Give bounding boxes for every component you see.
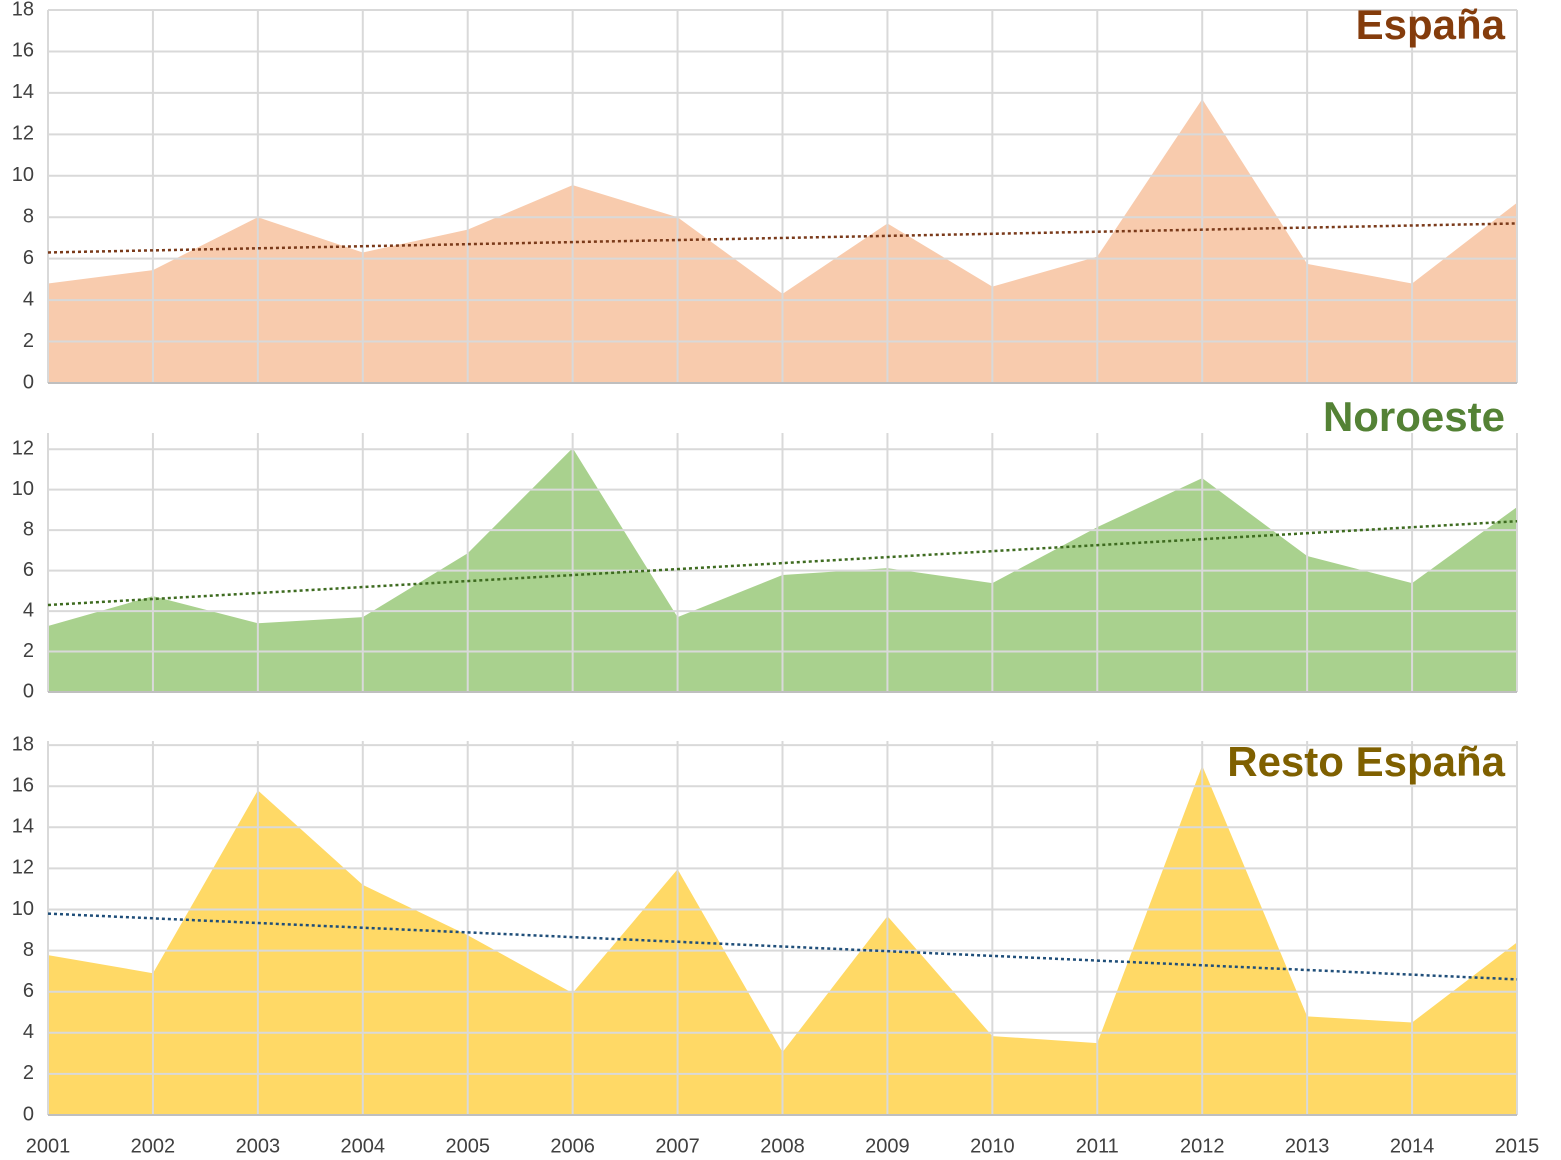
y-tick-label: 4 bbox=[23, 599, 34, 621]
trendline bbox=[47, 912, 1518, 981]
y-tick-label: 18 bbox=[12, 733, 34, 755]
x-tick-label: 2007 bbox=[655, 1135, 700, 1157]
x-tick-label: 2010 bbox=[970, 1135, 1015, 1157]
x-tick-label: 2001 bbox=[26, 1135, 71, 1157]
y-tick-label: 2 bbox=[23, 330, 34, 352]
y-tick-label: 8 bbox=[23, 939, 34, 961]
x-tick-label: 2015 bbox=[1495, 1135, 1540, 1157]
x-tick-label: 2004 bbox=[341, 1135, 386, 1157]
y-tick-label: 12 bbox=[12, 123, 34, 145]
x-tick-label: 2005 bbox=[445, 1135, 490, 1157]
trendline bbox=[47, 222, 1518, 254]
area bbox=[48, 448, 1517, 692]
chart-title: Noroeste bbox=[1323, 393, 1505, 440]
y-tick-label: 4 bbox=[23, 1021, 34, 1043]
y-tick-label: 2 bbox=[23, 1062, 34, 1084]
x-tick-label: 2009 bbox=[865, 1135, 910, 1157]
area bbox=[48, 99, 1517, 383]
y-tick-label: 10 bbox=[12, 164, 34, 186]
y-tick-label: 10 bbox=[12, 478, 34, 500]
trendline bbox=[47, 519, 1518, 607]
y-tick-label: 14 bbox=[12, 81, 34, 103]
area bbox=[48, 765, 1517, 1115]
y-tick-label: 16 bbox=[12, 774, 34, 796]
y-tick-label: 12 bbox=[12, 437, 34, 459]
y-tick-label: 4 bbox=[23, 288, 34, 310]
y-tick-label: 8 bbox=[23, 206, 34, 228]
x-tick-label: 2006 bbox=[550, 1135, 595, 1157]
x-tick-label: 2008 bbox=[760, 1135, 805, 1157]
x-tick-label: 2013 bbox=[1285, 1135, 1330, 1157]
y-tick-label: 10 bbox=[12, 898, 34, 920]
y-tick-label: 0 bbox=[23, 680, 34, 702]
y-tick-label: 8 bbox=[23, 518, 34, 540]
x-tick-label: 2012 bbox=[1180, 1135, 1225, 1157]
y-tick-label: 6 bbox=[23, 247, 34, 269]
y-tick-label: 2 bbox=[23, 640, 34, 662]
x-tick-label: 2002 bbox=[131, 1135, 176, 1157]
y-tick-label: 18 bbox=[12, 0, 34, 20]
y-tick-label: 0 bbox=[23, 371, 34, 393]
chart-title: Resto España bbox=[1227, 738, 1505, 785]
y-tick-label: 12 bbox=[12, 857, 34, 879]
chart-title: España bbox=[1356, 1, 1506, 48]
y-tick-label: 16 bbox=[12, 40, 34, 62]
x-tick-label: 2003 bbox=[236, 1135, 281, 1157]
y-tick-label: 0 bbox=[23, 1103, 34, 1125]
y-tick-label: 6 bbox=[23, 980, 34, 1002]
x-tick-label: 2014 bbox=[1390, 1135, 1435, 1157]
x-tick-label: 2011 bbox=[1076, 1135, 1119, 1157]
y-tick-label: 6 bbox=[23, 559, 34, 581]
y-tick-label: 14 bbox=[12, 816, 34, 838]
